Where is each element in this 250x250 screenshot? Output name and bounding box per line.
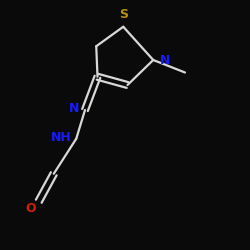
Text: NH: NH bbox=[50, 131, 71, 144]
Text: N: N bbox=[160, 54, 170, 66]
Text: O: O bbox=[26, 202, 36, 215]
Text: N: N bbox=[68, 102, 79, 115]
Text: S: S bbox=[119, 8, 128, 21]
